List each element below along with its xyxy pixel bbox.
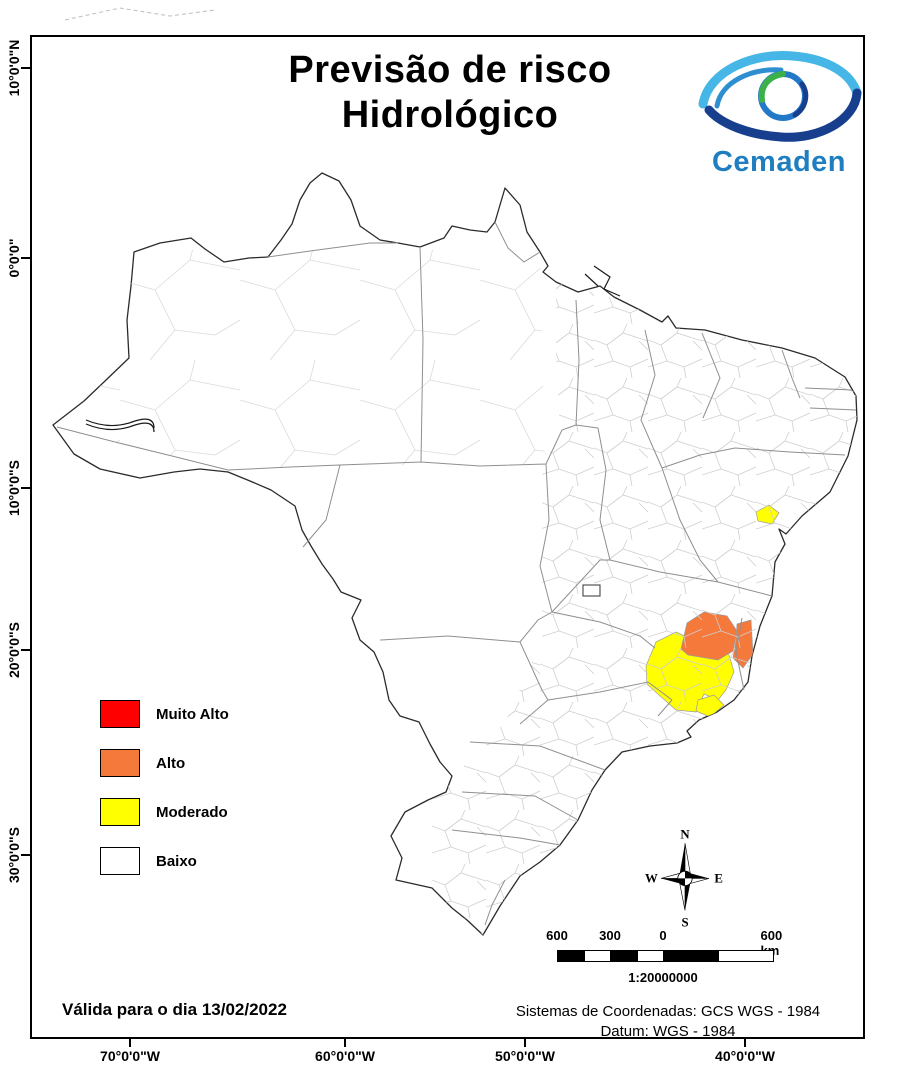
compass-e: E xyxy=(714,871,723,885)
scale-label: 300 xyxy=(599,928,621,943)
legend-swatch-moderado xyxy=(100,798,140,826)
df-boundary xyxy=(582,584,601,597)
legend-label: Muito Alto xyxy=(156,705,229,723)
lat-tick xyxy=(21,649,31,651)
page-title: Previsão de risco Hidrológico xyxy=(150,48,750,138)
brazil-map xyxy=(52,172,858,936)
legend-item: Alto xyxy=(100,749,229,777)
lat-tick xyxy=(21,854,31,856)
compass-rose-icon: N S W E xyxy=(645,827,723,928)
crs-note: Sistemas de Coordenadas: GCS WGS - 1984 … xyxy=(468,1002,868,1043)
scale-segment xyxy=(664,951,719,961)
lon-axis-label: 60°0'0"W xyxy=(315,1048,375,1064)
lat-axis-label: 10°0'0"N xyxy=(6,39,22,97)
title-line-1: Previsão de risco xyxy=(288,49,612,91)
scale-segment xyxy=(558,951,585,961)
lat-axis-label: 30°0'0"S xyxy=(6,826,22,884)
map-frame xyxy=(30,35,865,1039)
lon-tick xyxy=(524,1037,526,1047)
lat-axis-label: 0°0'0" xyxy=(6,238,22,278)
scale-segment xyxy=(585,951,611,961)
scale-label: 600 xyxy=(546,928,568,943)
cemaden-eye-icon xyxy=(698,50,862,142)
validity-note: Válida para o dia 13/02/2022 xyxy=(62,1000,287,1019)
lon-axis-label: 50°0'0"W xyxy=(495,1048,555,1064)
scale-bar-segments xyxy=(557,950,774,962)
boundary-artifact xyxy=(64,7,216,21)
scale-segment xyxy=(611,951,638,961)
lon-tick xyxy=(129,1037,131,1047)
legend-item: Muito Alto xyxy=(100,700,229,728)
scale-label: 0 xyxy=(659,928,667,943)
crs-line-1: Sistemas de Coordenadas: GCS WGS - 1984 xyxy=(515,1003,821,1020)
legend-swatch-muito-alto xyxy=(100,700,140,728)
lon-axis-label: 70°0'0"W xyxy=(100,1048,160,1064)
title-line-2: Hidrológico xyxy=(341,93,559,136)
state-boundaries xyxy=(56,221,857,926)
compass-w: W xyxy=(645,871,658,885)
lat-axis-label: 20°0'0"S xyxy=(6,621,22,679)
lat-tick xyxy=(21,257,31,259)
lon-tick xyxy=(744,1037,746,1047)
scale-segment xyxy=(719,951,773,961)
river-lines xyxy=(85,265,621,433)
legend-swatch-alto xyxy=(100,749,140,777)
legend-label: Baixo xyxy=(156,852,197,870)
scale-ratio: 1:20000000 xyxy=(628,970,698,985)
legend-item: Baixo xyxy=(100,847,229,875)
lon-tick xyxy=(344,1037,346,1047)
compass-n: N xyxy=(680,827,690,841)
lat-tick xyxy=(21,487,31,489)
lat-axis-label: 10°0'0"S xyxy=(6,459,22,517)
cemaden-wordmark: Cemaden xyxy=(711,146,847,178)
scale-bar: 600 300 0 600 km 1:20000000 xyxy=(545,928,795,990)
scale-segment xyxy=(638,951,664,961)
legend-swatch-baixo xyxy=(100,847,140,875)
legend-item: Moderado xyxy=(100,798,229,826)
lat-tick xyxy=(21,67,31,69)
crs-line-2: Datum: WGS - 1984 xyxy=(600,1023,736,1041)
compass-s: S xyxy=(681,915,688,928)
lon-axis-label: 40°0'0"W xyxy=(715,1048,775,1064)
risk-legend: Muito Alto Alto Moderado Baixo xyxy=(100,700,229,896)
legend-label: Alto xyxy=(156,754,186,772)
legend-label: Moderado xyxy=(156,803,228,821)
